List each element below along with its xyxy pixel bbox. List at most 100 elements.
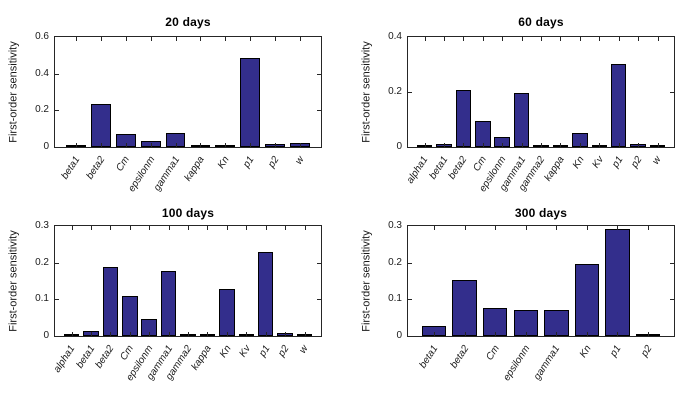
x-tick-label: beta1: [59, 154, 83, 182]
bar-gamma2: [533, 145, 549, 147]
x-tick-bottom: [250, 143, 252, 147]
y-tick-label: 0.6: [35, 31, 49, 42]
bar-beta2: [102, 267, 119, 336]
x-tick-label: epsilonm: [501, 343, 533, 384]
bar-p2: [630, 144, 646, 147]
x-tick-label: w: [293, 154, 307, 167]
x-tick-bottom: [149, 332, 151, 336]
x-tick-top: [299, 37, 301, 41]
y-tick-label: 0.1: [35, 293, 49, 304]
x-tick-bottom: [246, 332, 248, 336]
bar-beta2: [91, 104, 111, 147]
bar-kappa: [552, 145, 569, 147]
bar-w: [289, 143, 310, 147]
x-tick-bottom: [110, 332, 112, 336]
x-tick-label: beta1: [417, 343, 441, 371]
bar-Kn: [219, 289, 235, 336]
x-tick-bottom: [586, 332, 588, 336]
x-tick-top: [175, 37, 177, 41]
x-tick-top: [657, 37, 659, 41]
x-tick-bottom: [90, 332, 92, 336]
x-tick-label: p1: [256, 343, 273, 359]
bar-beta2: [455, 90, 472, 147]
x-tick-top: [76, 37, 78, 41]
bar-epsilonm: [141, 319, 157, 336]
y-tick-label: 0.3: [35, 220, 49, 231]
bar-w: [649, 145, 666, 147]
x-tick-top: [482, 37, 484, 41]
x-tick-label: p2: [629, 154, 645, 170]
x-tick-bottom: [188, 332, 189, 336]
x-tick-top: [285, 226, 287, 230]
x-tick-label: p2: [276, 343, 292, 359]
x-tick-bottom: [101, 143, 102, 147]
bar-Cm: [122, 296, 138, 336]
bar-Cm: [475, 121, 491, 147]
plot-area: 0 0.2 0.4 0.6 beta1 beta2 Cm epsilonm gamma1 kapp…: [35, 31, 322, 194]
bar-gamma1: [513, 93, 530, 147]
x-tick-bottom: [265, 332, 267, 336]
y-tick-label: 0.2: [388, 86, 402, 97]
x-tick-top: [434, 226, 435, 230]
x-tick-label: beta2: [84, 154, 108, 182]
x-tick-label: Cm: [118, 343, 137, 363]
y-tick-label: 0.3: [388, 220, 402, 231]
x-tick-bottom: [76, 143, 78, 147]
bar-gamma2: [180, 334, 196, 336]
x-tick-label: Cm: [483, 343, 502, 363]
x-tick-label: gamma1: [532, 343, 563, 383]
x-tick-label: beta2: [446, 154, 470, 182]
x-tick-label: p1: [241, 154, 257, 170]
x-tick-top: [265, 226, 267, 230]
x-tick-top: [495, 226, 497, 230]
x-tick-label: Kv: [590, 154, 606, 171]
x-tick-label: alpha1: [52, 343, 78, 375]
x-tick-top: [225, 37, 227, 41]
x-tick-bottom: [521, 143, 523, 147]
x-tick-label: beta2: [448, 343, 471, 371]
x-tick-top: [464, 226, 466, 230]
x-tick-top: [110, 226, 112, 230]
x-tick-bottom: [299, 143, 301, 147]
y-axis-label: First-order sensitivity: [6, 225, 22, 337]
y-tick-left: [408, 92, 412, 93]
subplot-60-days: 60 days First-order sensitivity 0 0.2 0.4 a…: [348, 0, 696, 203]
y-tick-label: 0: [43, 330, 49, 341]
x-tick-top: [246, 226, 248, 230]
x-tick-bottom: [463, 143, 465, 147]
x-tick-label: beta1: [74, 343, 98, 371]
x-tick-label: alpha1: [405, 154, 431, 186]
x-tick-label: w: [297, 343, 311, 356]
x-tick-top: [556, 226, 558, 230]
x-tick-top: [200, 37, 202, 41]
x-tick-bottom: [129, 332, 131, 336]
x-tick-top: [525, 226, 527, 230]
y-axis-label-text: First-order sensitivity: [8, 230, 20, 332]
x-tick-label: Kn: [217, 343, 234, 360]
x-tick-bottom: [638, 143, 640, 147]
x-tick-label: beta1: [427, 154, 451, 182]
x-tick-bottom: [617, 332, 619, 336]
y-tick-right: [317, 299, 321, 300]
y-tick-left: [55, 299, 59, 300]
x-tick-bottom: [599, 143, 601, 147]
x-tick-top: [541, 37, 542, 41]
subplot-300-days: 300 days First-order sensitivity 0 0.1 0.2…: [348, 203, 696, 406]
x-tick-bottom: [304, 332, 306, 336]
x-tick-bottom: [200, 143, 202, 147]
bar-epsilonm: [494, 137, 510, 147]
x-tick-bottom: [556, 332, 558, 336]
x-tick-top: [443, 37, 445, 41]
y-tick-left: [55, 74, 59, 75]
y-tick-label: 0.1: [388, 293, 402, 304]
x-tick-label: p1: [608, 343, 624, 359]
x-tick-label: Cm: [114, 154, 133, 174]
bar-w: [296, 334, 313, 336]
x-tick-top: [579, 37, 581, 41]
x-tick-bottom: [482, 143, 484, 147]
x-tick-bottom: [648, 332, 649, 336]
x-tick-bottom: [525, 332, 527, 336]
x-tick-bottom: [285, 332, 287, 336]
subplot-100-days: 100 days First-order sensitivity 0 0.1 0.2…: [0, 203, 348, 406]
bar-p1: [605, 229, 630, 336]
